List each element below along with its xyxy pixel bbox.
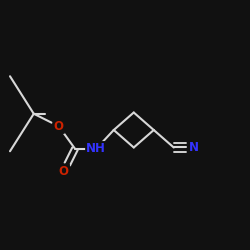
Text: N: N [189, 141, 199, 154]
Text: O: O [54, 120, 64, 133]
Text: NH: NH [86, 142, 106, 155]
Text: O: O [59, 165, 69, 178]
